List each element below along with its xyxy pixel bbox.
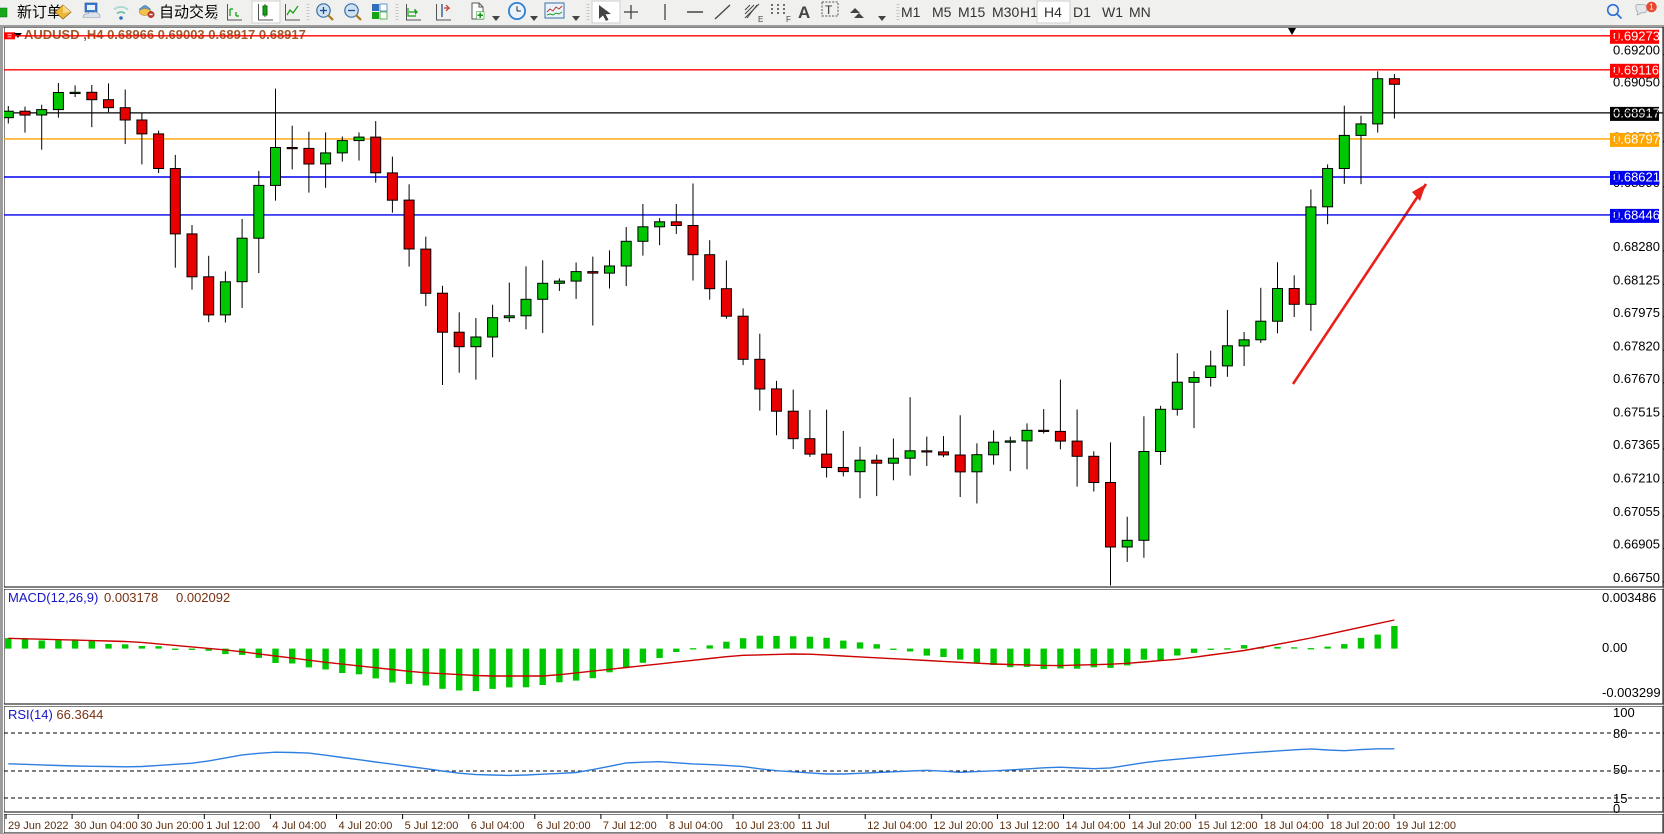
svg-text:10 Jul 23:00: 10 Jul 23:00	[735, 820, 795, 832]
svg-text:H1: H1	[1020, 4, 1038, 20]
svg-text:F: F	[786, 15, 791, 24]
svg-text:5 Jul 12:00: 5 Jul 12:00	[405, 820, 459, 832]
svg-text:0.69116: 0.69116	[1613, 62, 1659, 77]
svg-text:29 Jun 2022: 29 Jun 2022	[8, 820, 69, 832]
svg-text:0.67055: 0.67055	[1613, 504, 1660, 519]
svg-text:0.003486: 0.003486	[1602, 590, 1656, 605]
svg-text:A: A	[798, 3, 810, 22]
svg-text:30 Jun 04:00: 30 Jun 04:00	[74, 820, 138, 832]
svg-text:13 Jul 12:00: 13 Jul 12:00	[999, 820, 1059, 832]
svg-text:8 Jul 04:00: 8 Jul 04:00	[669, 820, 723, 832]
svg-text:0.69200: 0.69200	[1613, 43, 1660, 58]
svg-text:14 Jul 04:00: 14 Jul 04:00	[1066, 820, 1126, 832]
svg-text:14 Jul 20:00: 14 Jul 20:00	[1132, 820, 1192, 832]
svg-text:M15: M15	[958, 4, 985, 20]
svg-text:30 Jun 20:00: 30 Jun 20:00	[140, 820, 204, 832]
svg-text:M1: M1	[901, 4, 921, 20]
svg-text:AUDUSD ,H4 0.68966 0.69003 0.: AUDUSD ,H4 0.68966 0.69003 0.68917 0.689…	[24, 27, 306, 42]
svg-text:1 Jul 12:00: 1 Jul 12:00	[206, 820, 260, 832]
svg-text:0.68621: 0.68621	[1613, 169, 1660, 184]
svg-text:50: 50	[1613, 762, 1627, 777]
svg-text:0.69273: 0.69273	[1613, 28, 1660, 43]
svg-text:0.003178: 0.003178	[104, 590, 158, 605]
svg-text:6 Jul 04:00: 6 Jul 04:00	[471, 820, 525, 832]
svg-text:T: T	[825, 3, 833, 17]
svg-text:100: 100	[1613, 706, 1635, 720]
svg-text:11 Jul: 11 Jul	[801, 820, 830, 832]
svg-text:MACD(12,26,9): MACD(12,26,9)	[8, 590, 98, 605]
svg-text:0.68446: 0.68446	[1613, 207, 1660, 222]
svg-text:M5: M5	[932, 4, 952, 20]
svg-text:0.68797: 0.68797	[1613, 131, 1660, 146]
svg-text:0.00: 0.00	[1602, 640, 1627, 655]
svg-text:0.68125: 0.68125	[1613, 272, 1660, 287]
svg-text:0.67670: 0.67670	[1613, 371, 1660, 386]
svg-text:12 Jul 20:00: 12 Jul 20:00	[933, 820, 993, 832]
svg-text:RSI(14) 66.3644: RSI(14) 66.3644	[8, 707, 103, 722]
svg-text:4 Jul 20:00: 4 Jul 20:00	[339, 820, 393, 832]
svg-text:6 Jul 20:00: 6 Jul 20:00	[537, 820, 591, 832]
svg-text:0.67515: 0.67515	[1613, 404, 1660, 419]
svg-text:0.66905: 0.66905	[1613, 537, 1660, 552]
svg-text:18 Jul 04:00: 18 Jul 04:00	[1264, 820, 1324, 832]
svg-text:0.67365: 0.67365	[1613, 437, 1660, 452]
svg-text:0.002092: 0.002092	[176, 590, 230, 605]
svg-text:1: 1	[1649, 2, 1654, 11]
svg-text:4 Jul 04:00: 4 Jul 04:00	[272, 820, 326, 832]
svg-text:-0.003299: -0.003299	[1602, 685, 1661, 700]
svg-text:18 Jul 20:00: 18 Jul 20:00	[1330, 820, 1390, 832]
svg-text:M30: M30	[992, 4, 1019, 20]
svg-text:0.68280: 0.68280	[1613, 239, 1660, 254]
svg-text:E: E	[758, 15, 763, 24]
svg-text:D1: D1	[1073, 4, 1091, 20]
svg-text:15 Jul 12:00: 15 Jul 12:00	[1198, 820, 1258, 832]
svg-text:自动交易: 自动交易	[159, 3, 219, 21]
svg-text:7 Jul 12:00: 7 Jul 12:00	[603, 820, 657, 832]
svg-text:MN: MN	[1129, 4, 1151, 20]
svg-text:0.67820: 0.67820	[1613, 338, 1660, 353]
svg-text:W1: W1	[1102, 4, 1123, 20]
svg-text:0.66750: 0.66750	[1613, 570, 1660, 585]
svg-text:0.67210: 0.67210	[1613, 471, 1660, 486]
svg-text:0: 0	[1613, 801, 1620, 814]
svg-text:12 Jul 04:00: 12 Jul 04:00	[867, 820, 927, 832]
svg-text:H4: H4	[1044, 4, 1062, 20]
svg-text:19 Jul 12:00: 19 Jul 12:00	[1396, 820, 1456, 832]
svg-text:0.67975: 0.67975	[1613, 305, 1660, 320]
